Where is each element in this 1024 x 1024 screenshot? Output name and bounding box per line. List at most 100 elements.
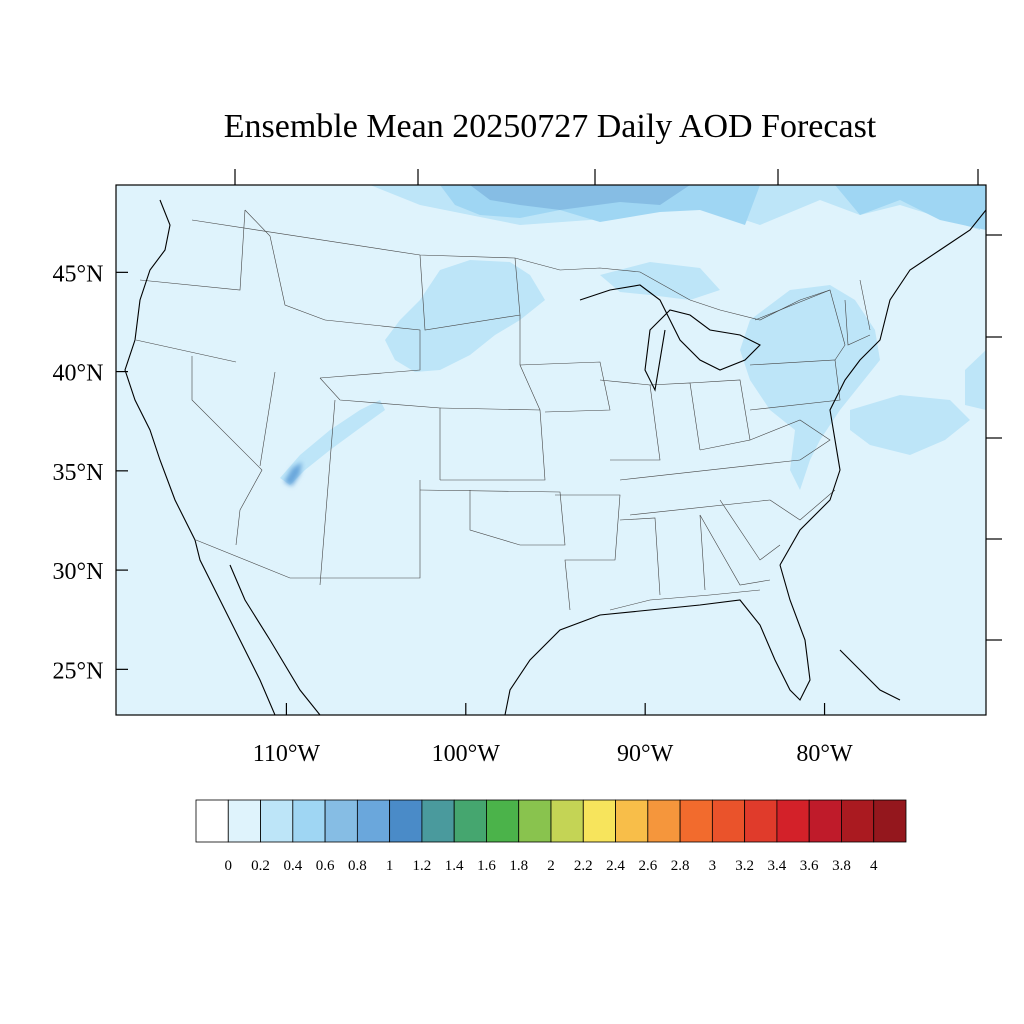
colorbar-swatch [808, 799, 842, 843]
colorbar [195, 799, 907, 843]
border-pennsylvania [749, 359, 841, 411]
aod-region-four-corners-plume [280, 400, 385, 485]
colorbar-label: 1.6 [477, 858, 496, 874]
colorbar-swatch [227, 799, 261, 843]
right-ticks [986, 234, 1002, 641]
colorbar-swatch [260, 799, 294, 843]
lat-label: 40°N [53, 361, 104, 387]
border-georgia-florida [699, 514, 771, 586]
colorbar-label: 1.4 [445, 858, 464, 874]
border-arkansas-louisiana [555, 494, 621, 611]
aod-region-northern-plains [600, 262, 720, 300]
lon-label: 90°W [617, 741, 674, 767]
colorbar-label: 1.8 [509, 858, 528, 874]
latitude-ticks: 45°N 40°N 35°N 30°N 25°N [53, 261, 128, 684]
lon-label: 100°W [432, 741, 501, 767]
colorbar-swatch [873, 799, 907, 843]
colorbar-label: 2.6 [638, 858, 657, 874]
coastline-atlantic [779, 209, 986, 566]
border-pacific-northwest [139, 209, 246, 291]
lat-label: 25°N [53, 658, 104, 684]
colorbar-label: 0 [225, 858, 233, 874]
colorbar-label: 2.8 [671, 858, 690, 874]
coastline-great-lakes [579, 284, 761, 392]
colorbar-swatch [486, 799, 520, 843]
border-arizona-newmexico [319, 399, 336, 586]
border-california-nevada [191, 356, 263, 546]
colorbar-swatch [453, 799, 487, 843]
colorbar-labels: 0 0.2 0.4 0.6 0.8 1 1.2 1.4 1.6 1.8 2 2.2 2.4 2.6 2.8 3… [225, 858, 878, 874]
border-ohio-valley [689, 379, 751, 451]
lat-label: 35°N [53, 460, 104, 486]
colorbar-swatch [550, 799, 584, 843]
colorbar-label: 2.4 [606, 858, 625, 874]
aod-shading [280, 185, 986, 490]
colorbar-label: 3.6 [800, 858, 819, 874]
lat-label: 30°N [53, 559, 104, 585]
longitude-ticks: 110°W 100°W 90°W 80°W [253, 703, 853, 767]
lon-label: 80°W [796, 741, 853, 767]
colorbar-label: 2.2 [574, 858, 593, 874]
border-dakotas [419, 254, 521, 331]
lon-label: 110°W [253, 741, 321, 767]
colorbar-swatch [324, 799, 358, 843]
colorbar-label: 4 [870, 858, 878, 874]
border-wyoming [319, 319, 421, 379]
colorbar-label: 0.2 [251, 858, 270, 874]
border-mississippi-alabama [619, 514, 706, 596]
colorbar-swatch [679, 799, 713, 843]
colorbar-swatch [356, 799, 391, 843]
border-nebraska-kansas [439, 407, 546, 481]
border-iowa-missouri [519, 361, 611, 413]
border-idaho-montana [244, 209, 326, 321]
colorbar-swatch [841, 799, 875, 843]
aod-region-northern-plains [385, 260, 545, 372]
colorbar-swatch [647, 799, 681, 843]
map-title: Ensemble Mean 20250727 Daily AOD Forecas… [223, 108, 877, 145]
state-boundaries [135, 209, 871, 611]
colorbar-swatch [518, 799, 552, 843]
border-virginia [749, 419, 831, 461]
map-frame [115, 184, 987, 716]
border-newyork [754, 289, 846, 361]
colorbar-swatch [195, 799, 229, 843]
aod-region-atlantic-offshore [965, 350, 986, 410]
colorbar-label: 3 [709, 858, 717, 874]
top-ticks [234, 169, 979, 185]
aod-region-canada-border-high [835, 185, 986, 230]
colorbar-swatch [615, 799, 649, 843]
border-nevada-utah [259, 371, 276, 467]
lat-label: 45°N [53, 261, 104, 287]
aod-region-four-corners-core [284, 462, 302, 486]
coastline-gulf [504, 564, 811, 715]
border-tennessee-kentucky [619, 459, 801, 516]
border-carolinas [719, 489, 836, 561]
coastline-florida-keys [839, 649, 901, 701]
aod-region-canada-border-core [470, 185, 690, 210]
colorbar-swatch [776, 799, 810, 843]
colorbar-label: 0.6 [316, 858, 335, 874]
colorbar-label: 3.2 [735, 858, 754, 874]
colorbar-label: 0.4 [283, 858, 302, 874]
us-canada-border [191, 219, 831, 321]
colorbar-label: 2 [547, 858, 555, 874]
aod-region-atlantic-offshore [850, 395, 970, 455]
border-new-england [844, 279, 871, 346]
colorbar-swatch [389, 799, 423, 843]
colorbar-swatch [582, 799, 616, 843]
colorbar-swatch [292, 799, 326, 843]
map-background [116, 185, 986, 715]
border-gulf-coast [609, 589, 761, 611]
border-southwest [195, 480, 421, 579]
colorbar-swatch [711, 799, 746, 843]
colorbar-label: 0.8 [348, 858, 367, 874]
colorbar-label: 1.2 [413, 858, 432, 874]
coastline-baja [229, 564, 321, 715]
coastlines [124, 199, 986, 715]
colorbar-swatch [421, 799, 455, 843]
colorbar-label: 3.8 [832, 858, 851, 874]
colorbar-label: 3.4 [768, 858, 787, 874]
colorbar-label: 1 [386, 858, 394, 874]
colorbar-swatch [744, 799, 778, 843]
